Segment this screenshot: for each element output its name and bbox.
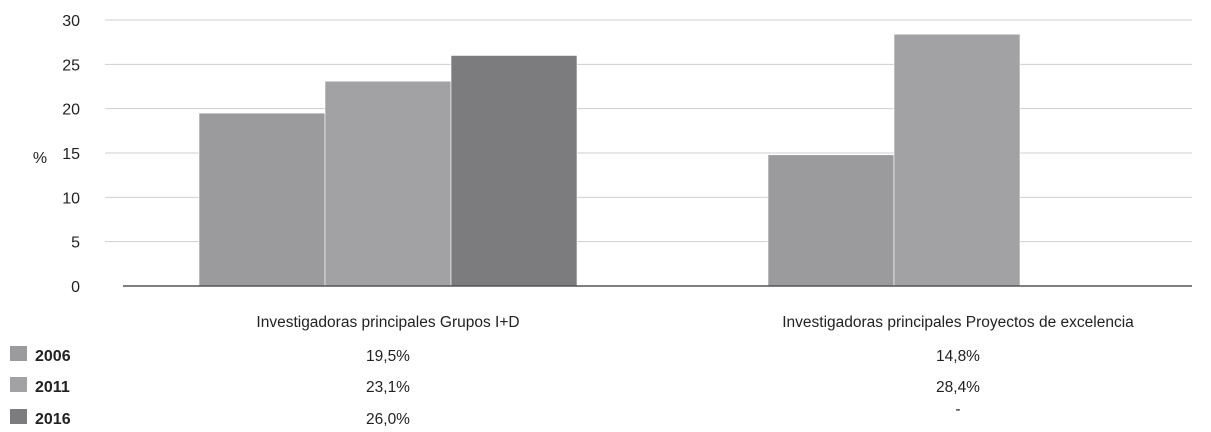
legend-swatch-2006 bbox=[10, 346, 27, 361]
bar-2011-1 bbox=[324, 80, 452, 287]
category-label: Investigadoras principales Grupos I+D bbox=[256, 314, 519, 331]
legend-label-2011: 2011 bbox=[35, 379, 70, 396]
bar-2006-2 bbox=[767, 154, 895, 287]
y-tick-label: 0 bbox=[71, 279, 80, 296]
y-axis-label: % bbox=[33, 150, 47, 167]
bar-2016-1 bbox=[450, 55, 578, 287]
y-axis-ticks: 0 5 10 15 20 25 30 bbox=[62, 13, 80, 296]
table-cell-2016-2: - bbox=[955, 401, 960, 418]
legend-label-2016: 2016 bbox=[35, 411, 71, 428]
category-labels: Investigadoras principales Grupos I+D Inv… bbox=[256, 314, 1134, 331]
y-tick-label: 10 bbox=[62, 190, 80, 207]
table-cell-2006-2: 14,8% bbox=[936, 348, 980, 365]
y-tick-label: 20 bbox=[62, 102, 80, 119]
data-table: 2006 19,5% 14,8% 2011 23,1% 28,4% 2016 26,0% - bbox=[10, 346, 980, 428]
category-label: Investigadoras principales Proyectos de … bbox=[782, 314, 1134, 331]
legend-swatch-2011 bbox=[10, 377, 27, 392]
table-cell-2006-1: 19,5% bbox=[366, 348, 410, 365]
table-cell-2011-1: 23,1% bbox=[366, 379, 410, 396]
bar-2006-1 bbox=[198, 112, 326, 287]
bars bbox=[198, 33, 1021, 287]
table-cell-2016-1: 26,0% bbox=[366, 411, 410, 428]
y-tick-label: 30 bbox=[62, 13, 80, 30]
y-tick-label: 15 bbox=[62, 146, 80, 163]
y-tick-label: 25 bbox=[62, 57, 80, 74]
legend-swatch-2016 bbox=[10, 409, 27, 424]
y-tick-label: 5 bbox=[71, 235, 80, 252]
bar-2011-2 bbox=[893, 33, 1021, 287]
legend-label-2006: 2006 bbox=[35, 348, 71, 365]
table-cell-2011-2: 28,4% bbox=[936, 379, 980, 396]
